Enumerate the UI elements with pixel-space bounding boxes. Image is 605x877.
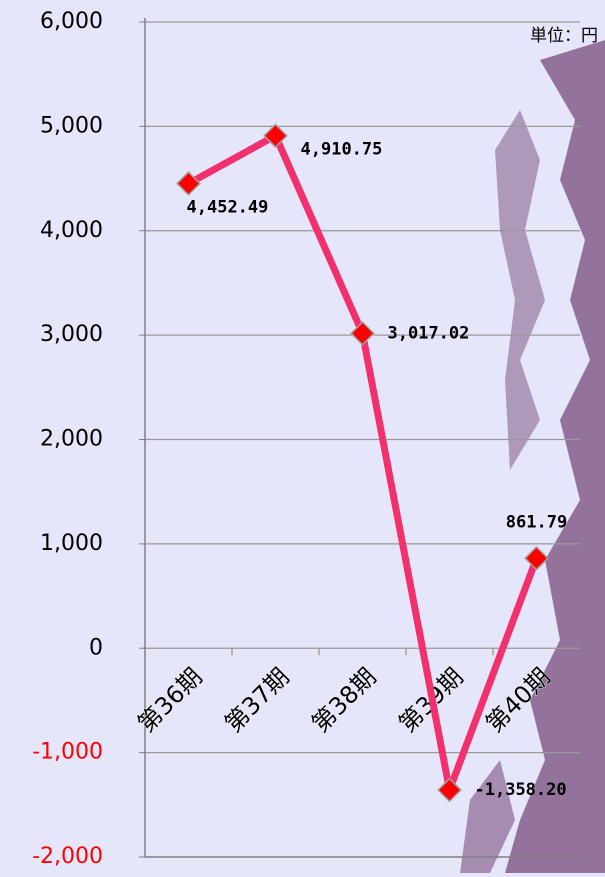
data-label: 3,017.02 bbox=[388, 323, 470, 343]
x-tick-label: 第38期 bbox=[306, 663, 381, 738]
y-tick-label: 1,000 bbox=[40, 531, 103, 556]
y-tick-label: 4,000 bbox=[40, 218, 103, 243]
data-label: 4,910.75 bbox=[301, 140, 383, 160]
y-tick-label: 0 bbox=[89, 635, 103, 660]
y-tick-label: 6,000 bbox=[40, 9, 103, 34]
marker bbox=[351, 322, 374, 345]
y-tick-label: -2,000 bbox=[32, 844, 103, 869]
x-tick-label: 第36期 bbox=[132, 663, 207, 738]
data-label: 4,452.49 bbox=[187, 198, 269, 218]
y-tick-label: 3,000 bbox=[40, 322, 103, 347]
data-label: -1,358.20 bbox=[475, 780, 567, 800]
chart: 単位：円 -2,000 -1,000 0 1,000 2,000 3,000 4,000 5,… bbox=[0, 0, 605, 873]
y-tick-label: 5,000 bbox=[40, 113, 103, 138]
page: {"chart_data": {"type": "line", "annotat… bbox=[0, 0, 605, 873]
x-tick-label: 第37期 bbox=[219, 663, 294, 738]
marker bbox=[525, 547, 548, 570]
unit-annotation: 単位：円 bbox=[530, 26, 598, 46]
decoration bbox=[460, 40, 605, 873]
data-label: 861.79 bbox=[506, 512, 567, 532]
marker bbox=[438, 779, 461, 802]
y-tick-label: -1,000 bbox=[32, 740, 103, 765]
y-tick-label: 2,000 bbox=[40, 427, 103, 452]
